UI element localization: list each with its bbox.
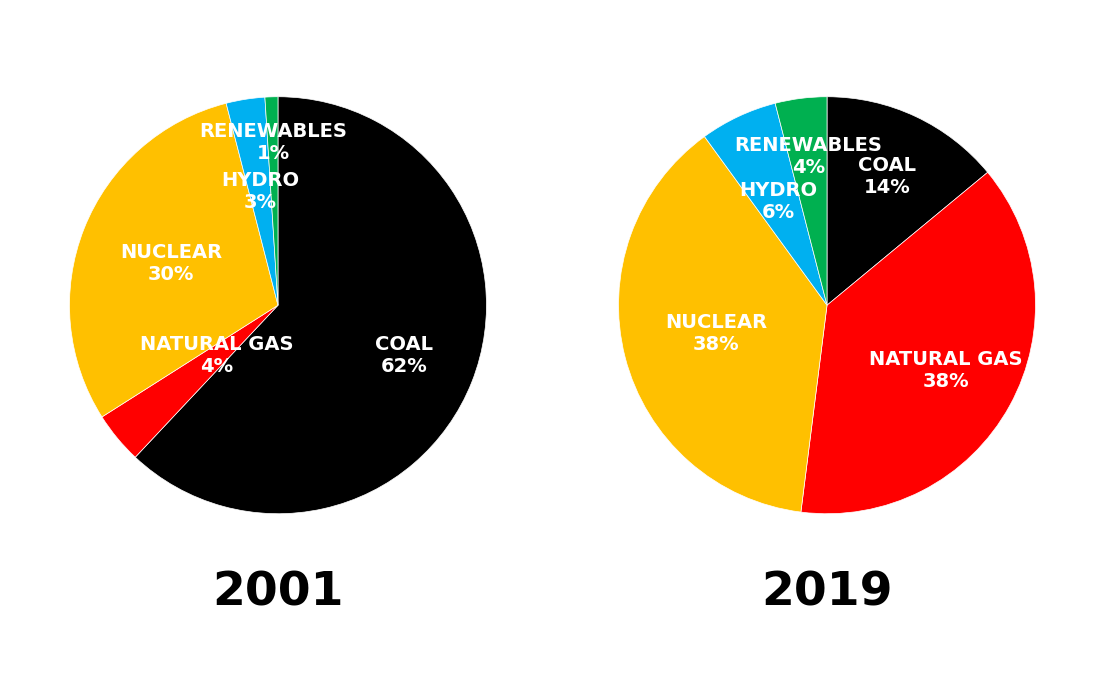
Text: COAL
62%: COAL 62% — [375, 334, 433, 376]
Text: NUCLEAR
30%: NUCLEAR 30% — [120, 242, 222, 283]
Text: NUCLEAR
38%: NUCLEAR 38% — [665, 313, 767, 354]
Wedge shape — [135, 97, 486, 513]
Text: 2001: 2001 — [212, 571, 344, 615]
Wedge shape — [776, 97, 827, 306]
Wedge shape — [265, 97, 278, 306]
Text: 2019: 2019 — [761, 571, 893, 615]
Text: COAL
14%: COAL 14% — [859, 156, 916, 197]
Wedge shape — [801, 172, 1035, 513]
Text: HYDRO
3%: HYDRO 3% — [221, 172, 299, 213]
Wedge shape — [619, 137, 827, 512]
Text: NATURAL GAS
38%: NATURAL GAS 38% — [869, 350, 1022, 391]
Wedge shape — [70, 103, 278, 417]
Text: RENEWABLES
4%: RENEWABLES 4% — [734, 136, 882, 177]
Text: HYDRO
6%: HYDRO 6% — [739, 181, 818, 222]
Wedge shape — [227, 97, 278, 306]
Text: RENEWABLES
1%: RENEWABLES 1% — [199, 122, 347, 163]
Wedge shape — [827, 97, 988, 306]
Wedge shape — [705, 103, 827, 306]
Text: NATURAL GAS
4%: NATURAL GAS 4% — [140, 335, 294, 376]
Wedge shape — [102, 306, 278, 457]
